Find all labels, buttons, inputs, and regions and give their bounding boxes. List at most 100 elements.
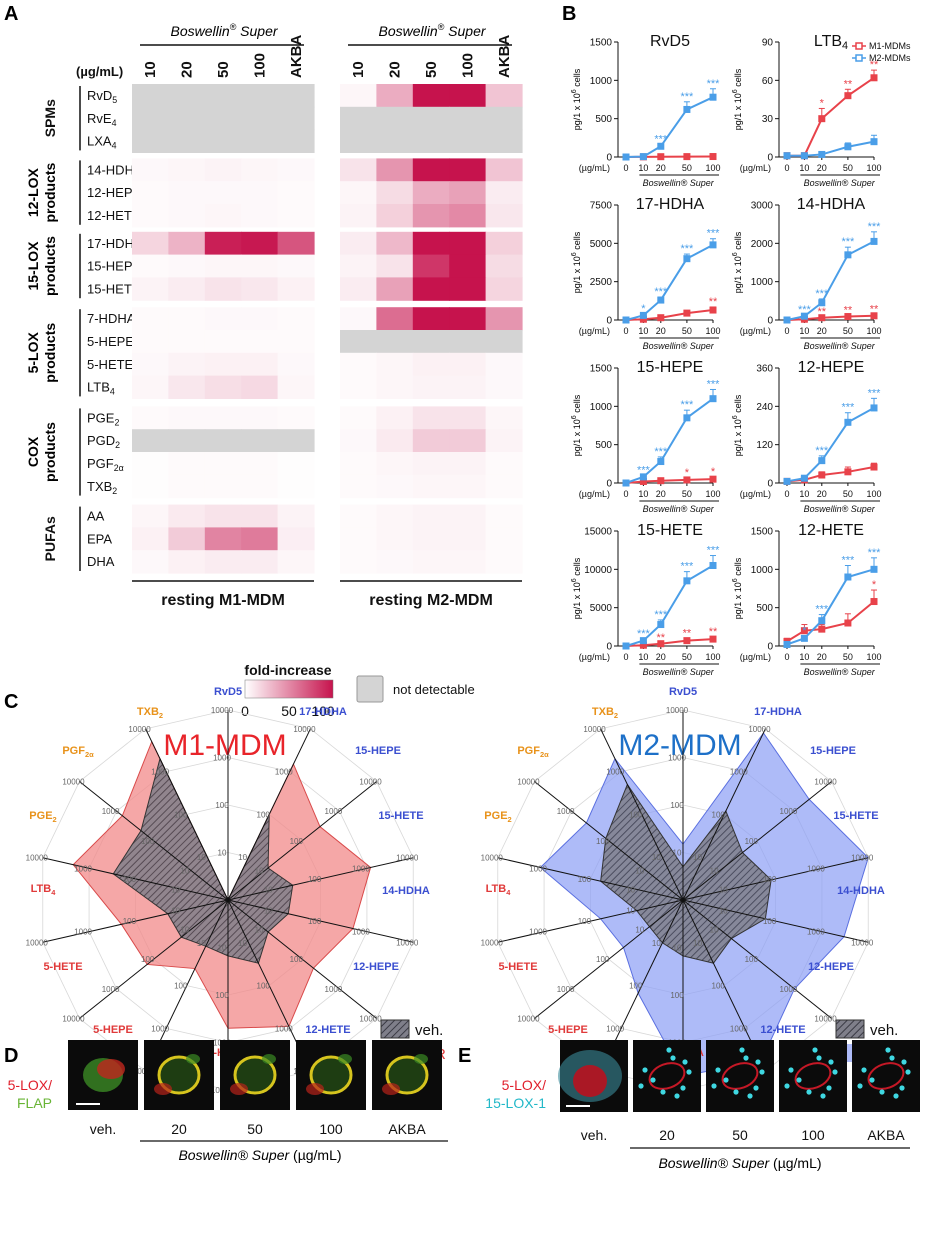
x-unit-label: (µg/mL) [579, 326, 610, 336]
heatmap-cell [204, 181, 242, 205]
heatmap-cell [204, 307, 242, 331]
x-tick-label: 50 [843, 163, 853, 173]
legend-title: fold-increase [244, 662, 331, 678]
label-base: DHA [87, 554, 115, 569]
data-point [844, 313, 852, 321]
radar-spoke [534, 781, 684, 901]
data-point [657, 153, 665, 161]
heatmap-cell [449, 277, 487, 301]
radar-tick-label: 100 [215, 801, 229, 810]
radar-tick-label: 10000 [62, 1014, 85, 1023]
radar-tick-label: 10 [673, 849, 682, 858]
heatmap-cell [277, 474, 315, 499]
cell-type-label: resting M1-MDM [161, 592, 285, 609]
title-part: Super [236, 23, 279, 39]
y-tick-label: 10000 [584, 565, 612, 576]
heatmap-cell [340, 452, 377, 476]
radar-spoke [682, 899, 832, 1019]
heatmap-cell [412, 84, 450, 108]
title-part: Boswellin [378, 23, 437, 39]
label-base: PGE [87, 410, 115, 425]
data-point [870, 138, 878, 146]
radar-axis-label: 17-HDHA [299, 706, 347, 718]
significance-mark: ** [657, 632, 666, 644]
data-point [800, 634, 808, 642]
y-tick-label: 0 [767, 316, 773, 327]
radar-tick-label: 100 [123, 917, 137, 926]
micrograph-3 [296, 1040, 366, 1110]
radar-tick-label: 10000 [517, 1014, 540, 1023]
label-base: 15-HETE [87, 281, 141, 296]
heatmap-cell [412, 181, 450, 205]
concentration-label: 10 [142, 61, 159, 78]
x-tick-label: 50 [682, 489, 692, 499]
micrograph-6 [633, 1040, 701, 1112]
heatmap-cell [340, 231, 377, 256]
heatmap-cell [376, 527, 414, 551]
radar-tick-label: 1000 [529, 864, 547, 873]
lox-signal [648, 1062, 686, 1090]
label-base: PGF [87, 456, 114, 471]
ylabel-exp: 6 [732, 578, 739, 582]
x-axis-label: Boswellin® Super [643, 667, 715, 677]
heatmap-cell [376, 504, 414, 528]
radar-axis-label: 15-HEPE [355, 745, 401, 757]
x-tick-label: 20 [656, 163, 666, 173]
heatmap-cell [204, 352, 242, 377]
radar-spoke [682, 857, 869, 901]
radar-axis-label: TXB2 [137, 706, 163, 720]
legend-tick: 0 [241, 703, 249, 719]
label-base: 14-HDHA [837, 885, 885, 897]
radar-tick-label: 10 [264, 907, 273, 916]
concentration-label: 100 [251, 53, 268, 78]
radar-tick-label: 100 [174, 810, 188, 819]
data-point [870, 404, 878, 412]
heatmap-cell [204, 330, 242, 354]
legend-veh-swatch [380, 1019, 410, 1039]
radar-tick-label: 1000 [74, 928, 92, 937]
radar-axis-label: 12-HETE [305, 1024, 350, 1036]
data-point [709, 153, 717, 161]
significance-mark: *** [637, 464, 651, 476]
data-point [818, 625, 826, 633]
significance-mark: *** [637, 628, 651, 640]
heatmap-cell [412, 254, 450, 278]
lox15-puncta [660, 1089, 666, 1095]
radar-axis-label: PGF2α [62, 745, 94, 759]
heatmap-cell [277, 231, 315, 256]
radar-tick-label: 10 [255, 926, 264, 935]
y-tick-label: 360 [756, 364, 773, 375]
radar-tick-label: 100 [141, 837, 155, 846]
radar-tick-label: 10000 [396, 938, 419, 947]
x-tick-label: 50 [682, 652, 692, 662]
lox15-puncta [682, 1059, 688, 1065]
heatmap-cell [277, 204, 315, 228]
y-tick-label: 1500 [751, 527, 774, 538]
radar-tick-label: 100 [670, 991, 684, 1000]
heatmap-cell [449, 84, 487, 108]
nuclear-envelope-ring [309, 1055, 353, 1095]
panel-d-channel-label: 5-LOX/FLAP [8, 1077, 52, 1111]
chart-title: RvD5 [650, 33, 690, 50]
y-tick-label: 7500 [590, 201, 613, 212]
radar-tick-label: 1000 [780, 807, 798, 816]
lox-signal [794, 1062, 832, 1090]
radar-chart: M2-MDM 10 100 1000 10000 RvD5 10 100 1000 10000 17… [481, 686, 901, 1095]
label-base: 12-HEPE [87, 185, 142, 200]
radar-tick-label: 10000 [396, 854, 419, 863]
significance-mark: *** [815, 604, 829, 616]
heatmap-cell [204, 452, 242, 476]
y-tick-label: 0 [606, 153, 612, 164]
radar-tick-label: 10 [180, 926, 189, 935]
heatmap-cell [168, 330, 206, 354]
radar-tick-label: 10 [218, 944, 227, 953]
data-point [800, 627, 808, 635]
x-tick-label: 0 [784, 652, 789, 662]
heatmap-cell [412, 231, 450, 256]
y-tick-label: 2500 [590, 277, 613, 288]
heatmap-row-label: 14-HDHA [87, 162, 143, 177]
panel-d-condition-label: 20 [171, 1121, 187, 1137]
label-base: TXB [137, 706, 159, 718]
heatmap-row-label: AA [87, 509, 105, 524]
label-subscript: 4 [51, 888, 56, 897]
